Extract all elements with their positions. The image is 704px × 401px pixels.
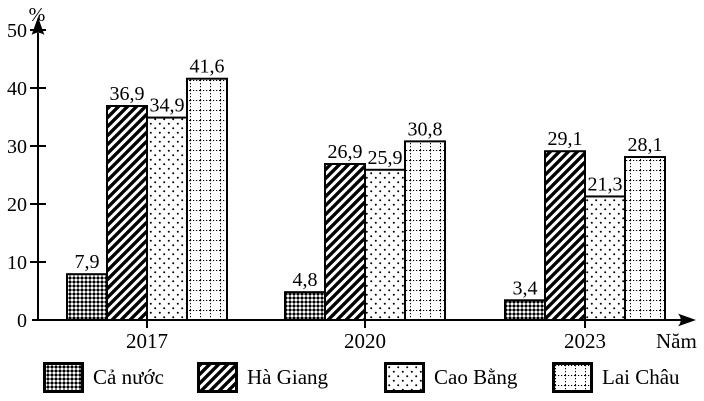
- y-tick-label: 10: [7, 252, 27, 274]
- bar-value-label: 34,9: [150, 95, 185, 117]
- legend-item: Cao Bằng: [384, 362, 517, 393]
- x-axis-arrowhead: [678, 313, 696, 327]
- bar: [544, 150, 586, 321]
- bar-value-label: 4,8: [293, 269, 318, 291]
- bar-value-label: 26,9: [328, 141, 363, 163]
- x-category-label: 2020: [344, 329, 386, 353]
- bar-value-label: 36,9: [110, 83, 145, 105]
- bar-value-label: 29,1: [548, 128, 583, 150]
- bar-value-label: 7,9: [75, 251, 100, 273]
- bar-value-label: 25,9: [368, 147, 403, 169]
- bar: [66, 273, 108, 321]
- legend-label: Hà Giang: [247, 365, 329, 389]
- x-axis-title: Năm: [656, 329, 697, 353]
- bar-value-label: 21,3: [588, 173, 623, 195]
- legend-label: Cao Bằng: [434, 365, 518, 389]
- bar: [504, 299, 546, 321]
- bar: [106, 104, 148, 322]
- bar: [284, 291, 326, 322]
- bar: [324, 162, 366, 321]
- y-tick-label: 20: [7, 194, 27, 216]
- bar-value-label: 30,8: [408, 118, 443, 140]
- labels-layer: 7,9 36,934,941,6 2017 4,8 26,9 25,930,8 2020 3,…: [7, 20, 663, 353]
- legend-swatch-sparse-dots: [384, 362, 425, 393]
- y-tick-label: 50: [7, 20, 27, 42]
- legend-item: Lai Châu: [552, 362, 680, 393]
- bar-value-label: 41,6: [190, 56, 225, 78]
- bar: [624, 156, 666, 321]
- bar: [584, 195, 626, 322]
- bars-layer: [66, 77, 666, 322]
- legend-item: Hà Giang: [197, 362, 328, 393]
- legend-swatch-dense-checker: [43, 362, 84, 393]
- legend-label: Lai Châu: [602, 365, 680, 389]
- axes-layer: [30, 17, 696, 328]
- y-tick-label: 30: [7, 136, 27, 158]
- bar: [146, 116, 188, 321]
- x-category-label: 2023: [564, 329, 606, 353]
- y-tick-label: 0: [17, 310, 27, 332]
- x-category-label: 2017: [126, 329, 168, 353]
- y-axis-unit-label: %: [29, 4, 46, 26]
- bar: [404, 140, 446, 321]
- y-tick-label: 40: [7, 78, 27, 100]
- bar: [364, 168, 406, 321]
- bar-value-label: 28,1: [628, 134, 663, 156]
- legend-item: Cả nước: [43, 362, 164, 393]
- bar: [186, 77, 228, 321]
- legend-label: Cả nước: [93, 365, 164, 389]
- legend-swatch-diagonal-stripes: [197, 362, 238, 393]
- bar-value-label: 3,4: [513, 277, 538, 299]
- legend-swatch-dotted-grid: [552, 362, 593, 393]
